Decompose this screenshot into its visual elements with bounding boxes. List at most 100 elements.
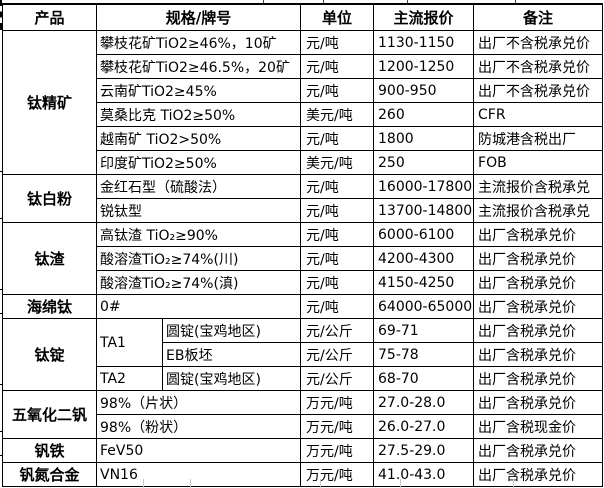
product-cell: 海绵钛 [2, 294, 97, 319]
spec-cell: FeV50 [95, 438, 302, 463]
price-cell: 26.0-27.0 [373, 414, 475, 439]
table-row: 酸溶渣TiO₂≥74%(滇) 元/吨 4150-4250 出厂含税承兑价 [3, 270, 604, 295]
spec-cell: 攀枝花矿TiO2≥46.5%，20矿 [95, 54, 302, 79]
price-cell: 1800 [373, 126, 475, 151]
spec-item-cell: 圆锭(宝鸡地区) [161, 366, 302, 391]
note-cell: 主流报价含税承兑 [473, 198, 604, 223]
gridline-stub [0, 29, 3, 30]
table-row: 钒氮合金 VN16 万元/吨 41.0-43.0 出厂含税承兑价 [2, 462, 604, 487]
gridline-stub [263, 0, 264, 3]
note-cell: 出厂含税承兑价 [473, 342, 604, 367]
gridline-stub [0, 431, 3, 432]
unit-cell: 万元/吨 [300, 462, 375, 487]
header-spec: 规格/牌号 [95, 3, 302, 31]
gridline-stub [190, 479, 191, 488]
spec-cell: 98%（粉状） [95, 414, 302, 439]
note-cell: 出厂含税承兑价 [473, 318, 604, 343]
gridline-stub [515, 0, 516, 3]
unit-cell: 元/吨 [300, 198, 375, 223]
gridline-stub [320, 479, 321, 488]
table-row: 五氧化二钒 98%（片状） 万元/吨 27.0-28.0 出厂含税承兑价 [2, 390, 604, 439]
price-cell: 1130-1150 [373, 30, 475, 55]
spec-cell: 金红石型（硫酸法） [95, 174, 302, 199]
table-row: 云南矿TiO2≥45% 元/吨 900-950 出厂不含税承兑价 [3, 78, 604, 103]
table-row: 印度矿TiO2≥50% 美元/吨 250 FOB [3, 150, 604, 175]
unit-cell: 万元/吨 [300, 438, 375, 463]
note-cell: 出厂不含税承兑价 [473, 78, 604, 103]
note-cell: 出厂不含税承兑价 [473, 54, 604, 79]
product-cell: 钛白粉 [2, 174, 97, 223]
spec-cell: 锐钛型 [95, 198, 302, 223]
price-cell: 4150-4250 [373, 270, 475, 295]
gridline-stub [0, 218, 3, 219]
spec-cell: 印度矿TiO2≥50% [95, 150, 302, 175]
unit-cell: 美元/吨 [300, 102, 375, 127]
note-cell: 出厂不含税承兑价 [473, 30, 604, 55]
table-row: 莫桑比克 TiO2≥50% 美元/吨 260 CFR [3, 102, 604, 127]
note-cell: 出厂含税承兑价 [473, 270, 604, 295]
price-cell: 41.0-43.0 [373, 462, 475, 487]
product-cell: 钒铁 [2, 438, 97, 463]
price-cell: 75-78 [373, 342, 475, 367]
price-table: 产品 规格/牌号 单位 主流报价 备注 钛精矿 攀枝花矿TiO2≥46%，10矿… [2, 3, 604, 487]
gridline-stub [0, 455, 3, 456]
gridline-stub [407, 0, 408, 3]
unit-cell: 元/吨 [300, 54, 375, 79]
price-cell: 6000-6100 [373, 222, 475, 247]
unit-cell: 元/吨 [300, 222, 375, 247]
unit-cell: 元/吨 [300, 126, 375, 151]
note-cell: FOB [473, 150, 604, 175]
note-cell: 出厂含税承兑价 [473, 366, 604, 391]
price-cell: 69-71 [373, 318, 475, 343]
note-cell: 防城港含税出厂 [473, 126, 604, 151]
product-cell: 钛渣 [2, 222, 97, 295]
note-cell: 出厂含税承兑价 [473, 438, 604, 463]
selection-dash-artifact [0, 0, 5, 29]
table-row: 钛白粉 金红石型（硫酸法） 元/吨 16000-17800 主流报价含税承兑 [2, 174, 604, 223]
note-cell: 出厂含税承兑价 [473, 222, 604, 247]
price-cell: 27.5-29.0 [373, 438, 475, 463]
price-cell: 4200-4300 [373, 246, 475, 271]
product-cell: 钛精矿 [2, 30, 97, 175]
unit-cell: 万元/吨 [300, 390, 375, 415]
table-row: 越南矿 TiO2>50% 元/吨 1800 防城港含税出厂 [3, 126, 604, 151]
gridline-stub [0, 171, 3, 172]
product-cell: 五氧化二钒 [2, 390, 97, 439]
gridline-stub [0, 384, 3, 385]
price-cell: 64000-65000 [373, 294, 475, 319]
note-cell: 出厂含税承兑价 [473, 246, 604, 271]
spec-item-cell: EB板坯 [161, 342, 302, 367]
unit-cell: 万元/吨 [300, 414, 375, 439]
note-cell: 出厂含税承兑价 [473, 390, 604, 415]
price-cell: 250 [373, 150, 475, 175]
price-cell: 1200-1250 [373, 54, 475, 79]
table-row: 酸溶渣TiO₂≥74%(川) 元/吨 4200-4300 出厂含税承兑价 [3, 246, 604, 271]
spec-cell: 莫桑比克 TiO2≥50% [95, 102, 302, 127]
table-row: 钛精矿 攀枝花矿TiO2≥46%，10矿 元/吨 1130-1150 出厂不含税… [2, 30, 604, 175]
product-cell: 钒氮合金 [2, 462, 97, 487]
price-cell: 27.0-28.0 [373, 390, 475, 415]
header-note: 备注 [473, 3, 604, 31]
note-cell: 主流报价含税承兑 [473, 174, 604, 199]
spec-cell: 98%（片状） [95, 390, 302, 415]
price-cell: 68-70 [373, 366, 475, 391]
table-row: 钛渣 高钛渣 TiO₂≥90% 元/吨 6000-6100 出厂含税承兑价 [2, 222, 604, 295]
unit-cell: 元/吨 [300, 246, 375, 271]
table-row: 海绵钛 0# 元/吨 64000-65000 出厂含税承兑价 [2, 294, 604, 319]
note-cell: 出厂含税现金价 [473, 414, 604, 439]
unit-cell: 元/吨 [300, 270, 375, 295]
table-row: 攀枝花矿TiO2≥46.5%，20矿 元/吨 1200-1250 出厂不含税承兑… [3, 54, 604, 79]
unit-cell: 元/吨 [300, 174, 375, 199]
note-cell: CFR [473, 102, 604, 127]
header-price: 主流报价 [373, 3, 475, 31]
price-cell: 16000-17800 [373, 174, 475, 199]
table-row: 锐钛型 元/吨 13700-14800 主流报价含税承兑 [3, 198, 604, 223]
spec-cell: 酸溶渣TiO₂≥74%(滇) [95, 270, 302, 295]
table-row: 钒铁 FeV50 万元/吨 27.5-29.0 出厂含税承兑价 [2, 438, 604, 463]
unit-cell: 元/吨 [300, 294, 375, 319]
gridline-stub [513, 479, 514, 488]
price-cell: 900-950 [373, 78, 475, 103]
spec-cell: 酸溶渣TiO₂≥74%(川) [95, 246, 302, 271]
unit-cell: 元/吨 [300, 30, 375, 55]
price-cell: 13700-14800 [373, 198, 475, 223]
